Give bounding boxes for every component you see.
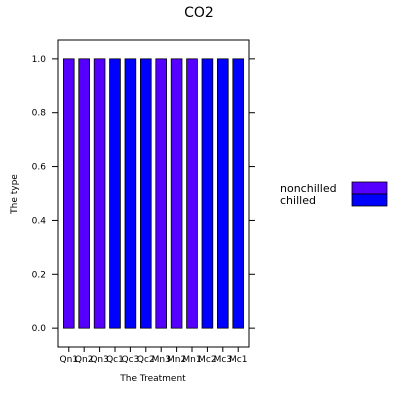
legend-label-nonchilled: nonchilled — [280, 182, 337, 195]
x-tick-label: Mc2 — [198, 355, 216, 365]
x-tick-label: Qc2 — [137, 355, 155, 365]
x-tick-label: Mn3 — [152, 355, 171, 365]
x-tick-label: Mn1 — [182, 355, 201, 365]
bar-mn3 — [155, 58, 167, 329]
x-tick-label: Mc1 — [229, 355, 247, 365]
bar-qc2 — [140, 58, 152, 329]
y-tick-label: 0.4 — [32, 216, 47, 226]
x-axis-label: The Treatment — [119, 374, 186, 384]
bar-qn1 — [62, 58, 75, 329]
y-tick-label: 0.6 — [32, 163, 47, 173]
x-tick-label: Qn2 — [75, 355, 94, 365]
x-tick-label: Mn2 — [167, 355, 186, 365]
x-tick-label: Qn3 — [90, 355, 109, 365]
legend-swatch-nonchilled — [351, 181, 388, 195]
bar-mc3 — [217, 58, 229, 329]
bar-mc2 — [201, 58, 214, 329]
bar-qn2 — [78, 58, 90, 329]
bar-mc1 — [232, 58, 245, 329]
y-tick-label: 1.0 — [32, 55, 47, 65]
y-tick-label: 0.8 — [32, 109, 47, 119]
plot-area — [57, 39, 250, 348]
y-axis: 0.0 0.2 0.4 0.6 0.8 1.0 — [32, 55, 58, 334]
y-tick-label: 0.2 — [32, 270, 46, 280]
x-tick-label: Qn1 — [60, 355, 79, 365]
bar-mn2 — [170, 58, 183, 329]
y-axis-label: The type — [10, 174, 20, 215]
x-tick-label: Qc1 — [106, 355, 124, 365]
x-tick-label: Mc3 — [214, 355, 232, 365]
bar-mn1 — [186, 58, 198, 329]
bar-qc3 — [124, 58, 137, 329]
legend-label-chilled: chilled — [280, 194, 316, 207]
y-axis-right-ticks — [249, 58, 255, 329]
bar-qn3 — [93, 58, 106, 329]
legend-swatch-chilled — [351, 193, 388, 207]
bar-qc1 — [109, 58, 121, 329]
bars — [62, 58, 245, 329]
y-tick-label: 0.0 — [32, 324, 47, 334]
x-tick-label: Qc3 — [122, 355, 140, 365]
chart-title: CO2 — [184, 5, 214, 21]
